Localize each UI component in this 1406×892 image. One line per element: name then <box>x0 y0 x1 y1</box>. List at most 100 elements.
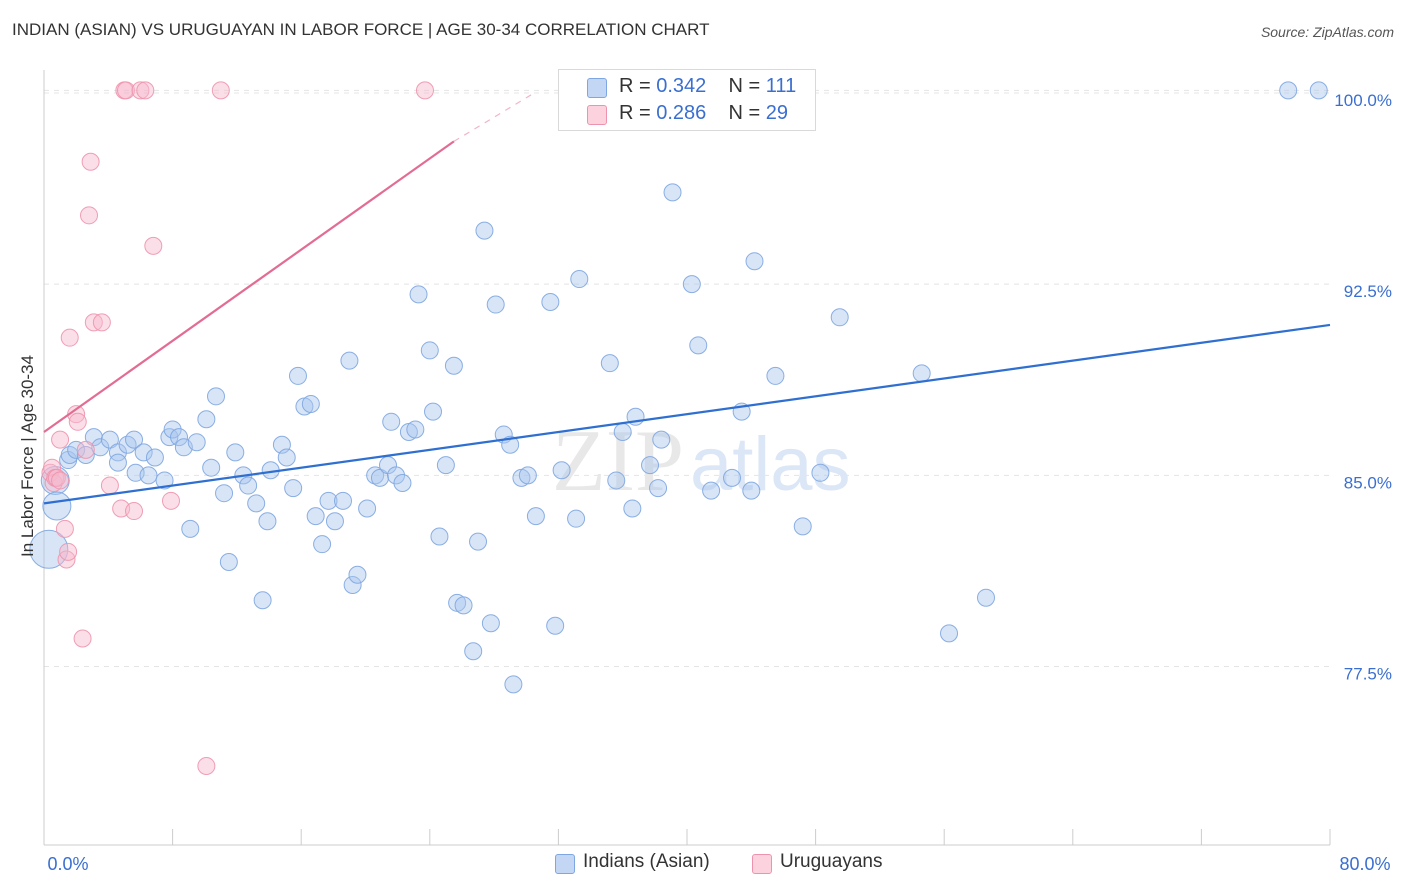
data-point-indians <box>313 535 332 554</box>
data-point-indians <box>181 519 200 538</box>
gridlines <box>44 89 1330 668</box>
data-point-indians <box>567 509 586 528</box>
data-point-indians <box>145 448 164 467</box>
data-point-indians <box>570 270 589 289</box>
legend-swatch-pink <box>587 105 607 125</box>
data-point-uruguayans <box>73 629 92 648</box>
data-point-uruguayans <box>125 502 144 521</box>
data-point-uruguayans <box>131 81 150 100</box>
data-point-indians <box>284 479 303 498</box>
data-point-uruguayans <box>211 81 230 100</box>
data-point-indians <box>393 473 412 492</box>
data-point-indians <box>424 402 443 421</box>
data-point-indians <box>1279 81 1298 100</box>
data-point-indians <box>91 438 110 457</box>
data-point-indians <box>430 527 449 546</box>
legend-swatch-blue <box>587 78 607 98</box>
legend-label-indians: Indians (Asian) <box>583 851 710 872</box>
data-point-indians <box>406 420 425 439</box>
data-point-indians <box>1309 81 1328 100</box>
data-point-indians <box>253 591 272 610</box>
data-point-uruguayans <box>161 491 180 510</box>
data-point-indians <box>420 341 439 360</box>
data-point-indians <box>42 491 72 521</box>
data-point-indians <box>340 351 359 370</box>
data-point-uruguayans <box>68 412 87 431</box>
data-point-uruguayans <box>51 471 70 490</box>
data-point-uruguayans <box>116 81 135 100</box>
trend-line-uruguayans <box>43 140 455 433</box>
data-point-indians <box>486 295 505 314</box>
y-tick-label: 77.5% <box>1344 665 1392 684</box>
data-point-indians <box>226 443 245 462</box>
data-point-indians <box>387 466 406 485</box>
data-point-indians <box>541 292 560 311</box>
legend-stats-uruguayans: R = 0.286 N = 29 <box>619 102 788 125</box>
x-tick-label: 0.0% <box>47 854 88 874</box>
legend-stats-indians: R = 0.342 N = 111 <box>619 75 796 98</box>
data-point-indians <box>139 466 158 485</box>
data-point-indians <box>444 356 463 375</box>
data-point-indians <box>811 463 830 482</box>
data-point-indians <box>436 456 455 475</box>
data-point-indians <box>641 456 660 475</box>
n-label: N = <box>728 102 766 124</box>
data-point-indians <box>912 364 931 383</box>
data-point-indians <box>358 499 377 518</box>
data-point-indians <box>325 512 344 531</box>
data-point-uruguayans <box>415 81 434 100</box>
data-point-indians <box>370 468 389 487</box>
legend-swatch-blue <box>555 854 575 874</box>
data-point-indians <box>552 461 571 480</box>
correlation-legend: R = 0.342 N = 111 R = 0.286 N = 29 <box>558 69 816 131</box>
data-point-indians <box>187 433 206 452</box>
data-point-indians <box>526 507 545 526</box>
data-point-indians <box>348 565 367 584</box>
data-point-uruguayans <box>136 81 155 100</box>
data-point-uruguayans <box>81 152 100 171</box>
data-point-indians <box>67 440 86 459</box>
data-point-indians <box>501 435 520 454</box>
r-label: R = <box>619 75 657 97</box>
data-point-indians <box>366 466 385 485</box>
y-tick-label: 92.5% <box>1344 282 1392 301</box>
data-point-indians <box>258 512 277 531</box>
data-point-indians <box>469 532 488 551</box>
data-point-indians <box>170 428 189 447</box>
data-point-indians <box>766 366 785 385</box>
data-point-uruguayans <box>60 328 79 347</box>
legend-swatch-pink <box>752 854 772 874</box>
data-point-indians <box>652 430 671 449</box>
data-point-indians <box>239 476 258 495</box>
data-point-indians <box>940 624 959 643</box>
data-point-indians <box>382 412 401 431</box>
y-tick-label: 85.0% <box>1344 473 1392 492</box>
n-value: 29 <box>765 102 789 124</box>
data-point-indians <box>976 588 995 607</box>
source-credit: Source: ZipAtlas.com <box>1260 24 1394 40</box>
series-uruguayans <box>41 81 434 775</box>
trend-line-indians <box>43 323 1331 505</box>
data-point-indians <box>663 183 682 202</box>
data-point-indians <box>745 252 764 271</box>
n-value: 111 <box>765 75 797 97</box>
data-point-indians <box>306 507 325 526</box>
data-point-indians <box>475 221 494 240</box>
data-point-uruguayans <box>59 542 78 561</box>
data-point-indians <box>301 394 320 413</box>
r-label: R = <box>619 102 657 124</box>
data-point-indians <box>793 517 812 536</box>
y-tick-label: 100.0% <box>1334 91 1392 110</box>
data-point-indians <box>134 443 153 462</box>
data-point-indians <box>207 387 226 406</box>
data-point-indians <box>682 275 701 294</box>
data-point-indians <box>333 491 352 510</box>
n-label: N = <box>728 75 766 97</box>
axes <box>43 70 1331 846</box>
data-point-indians <box>84 428 103 447</box>
data-point-indians <box>702 481 721 500</box>
r-value: 0.342 <box>656 75 707 97</box>
data-point-indians <box>319 491 338 510</box>
legend-label-uruguayans: Uruguayans <box>780 851 883 872</box>
data-point-indians <box>613 423 632 442</box>
